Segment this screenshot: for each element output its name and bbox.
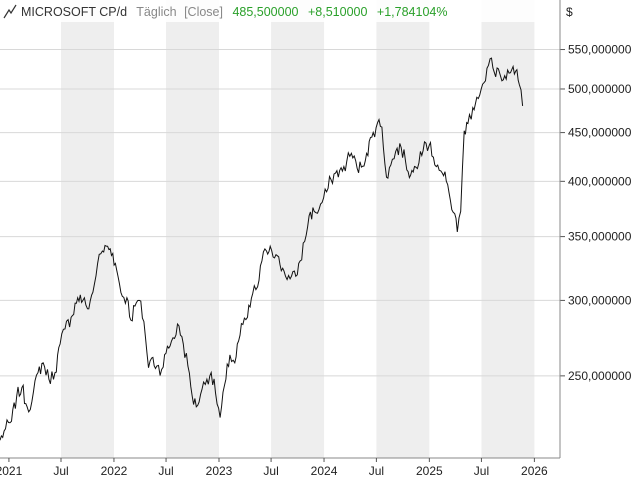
price-change: +8,510000: [308, 5, 367, 19]
price-line: [0, 57, 524, 441]
x-tick-label: 2025: [416, 464, 443, 478]
header-strip: [0, 0, 560, 22]
y-tick-label: 550,000000: [568, 43, 632, 57]
line-chart-icon: [3, 4, 17, 19]
y-axis-labels: 550,000000 500,000000 450,000000 400,000000…: [568, 43, 632, 383]
x-tick-label: Jul: [369, 464, 384, 478]
mode-label: [Close]: [184, 5, 223, 19]
period-band: [166, 0, 219, 458]
currency-label: $: [566, 5, 573, 19]
y-tick-label: 500,000000: [568, 82, 632, 96]
period-bands: [61, 0, 535, 458]
instrument-name: MICROSOFT CP/d: [21, 5, 127, 19]
x-tick-label: Jul: [263, 464, 278, 478]
grid-lines: [0, 49, 565, 377]
x-tick-label: 2024: [311, 464, 338, 478]
x-axis-labels: 2021 Jul 2022 Jul 2023 Jul 2024 Jul 2025 Jul 2026: [0, 458, 548, 478]
x-tick-label: Jul: [53, 464, 68, 478]
y-tick-label: 450,000000: [568, 126, 632, 140]
y-tick-label: 400,000000: [568, 174, 632, 188]
y-tick-label: 300,000000: [568, 293, 632, 307]
y-tick-label: 250,000000: [568, 369, 632, 383]
x-tick-label: 2023: [206, 464, 233, 478]
period-band: [271, 0, 325, 458]
y-tick-label: 350,000000: [568, 230, 632, 244]
period-band: [376, 0, 430, 458]
x-tick-label: 2021: [0, 464, 23, 478]
period-label: Täglich: [136, 5, 176, 19]
price-change-pct: +1,784104%: [377, 5, 448, 19]
x-tick-label: Jul: [158, 464, 173, 478]
x-tick-label: Jul: [474, 464, 489, 478]
period-band: [481, 0, 535, 458]
period-band: [61, 0, 114, 458]
x-tick-label: 2022: [101, 464, 128, 478]
svg-text:MICROSOFT CP/d Täglich: MICROSOFT CP/d Täglich [Close] 485,50000…: [21, 5, 447, 19]
last-price: 485,500000: [232, 5, 298, 19]
x-tick-label: 2026: [521, 464, 548, 478]
chart-header: MICROSOFT CP/d Täglich [Close] 485,50000…: [3, 4, 573, 19]
